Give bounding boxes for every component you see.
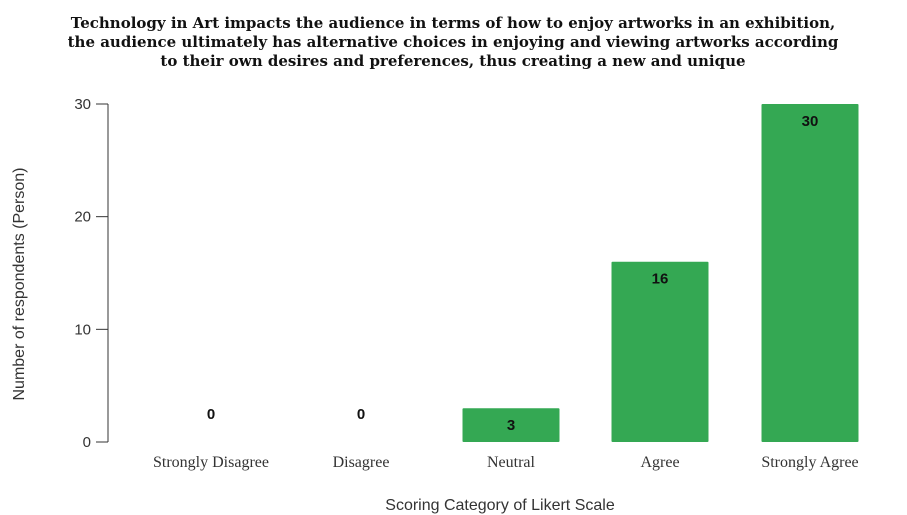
chart-title-line-3: to their own desires and preferences, th… — [160, 52, 745, 70]
x-category-label: Disagree — [333, 454, 390, 471]
chart-title: Technology in Art impacts the audience i… — [68, 14, 839, 70]
data-label: 0 — [357, 406, 365, 423]
bar-strongly-agree — [761, 104, 859, 442]
chart-title-line-1: Technology in Art impacts the audience i… — [71, 14, 835, 32]
y-tick-label: 0 — [83, 434, 91, 451]
y-tick-label: 10 — [74, 321, 91, 338]
data-label: 30 — [802, 113, 819, 130]
x-axis-labels: Strongly Disagree Disagree Neutral Agree Str… — [153, 454, 859, 471]
bar-neutral — [462, 408, 560, 442]
data-labels: 0 0 3 16 30 — [207, 113, 819, 434]
bar-agree — [611, 261, 709, 442]
y-axis-title: Number of respondents (Person) — [11, 168, 28, 401]
x-axis-title: Scoring Category of Likert Scale — [385, 497, 615, 514]
chart-title-line-2: the audience ultimately has alternative … — [68, 33, 839, 51]
y-axis-ticks: 0 10 20 30 — [74, 96, 108, 451]
x-category-label: Agree — [640, 454, 679, 471]
data-label: 0 — [207, 406, 215, 423]
data-label: 16 — [652, 271, 669, 288]
x-category-label: Neutral — [487, 454, 536, 471]
x-category-label: Strongly Disagree — [153, 454, 269, 471]
data-label: 3 — [507, 417, 515, 434]
y-tick-label: 30 — [74, 96, 91, 113]
x-category-label: Strongly Agree — [761, 454, 858, 471]
y-tick-label: 20 — [74, 209, 91, 226]
bars — [462, 104, 859, 442]
